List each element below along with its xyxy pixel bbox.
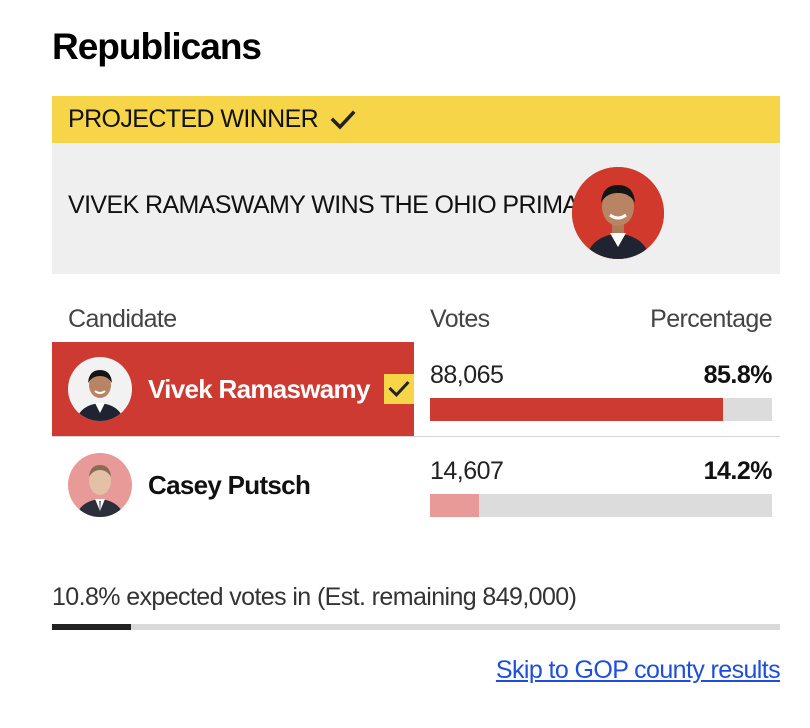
winner-avatar <box>572 167 664 259</box>
winner-badge <box>383 374 414 404</box>
projected-winner-label: PROJECTED WINNER <box>68 105 319 133</box>
vote-count: 88,065 <box>430 361 504 389</box>
candidate-avatar <box>68 357 132 421</box>
vote-percentage: 14.2% <box>703 457 773 485</box>
vote-share-bar <box>430 398 772 421</box>
candidate-row-ramaswamy: Vivek Ramaswamy <box>52 342 414 436</box>
reporting-progress-fill <box>52 624 131 630</box>
percentage-column-header: Percentage <box>650 305 772 333</box>
reporting-status: 10.8% expected votes in (Est. remaining … <box>52 583 577 611</box>
projected-winner-banner: PROJECTED WINNER <box>52 96 780 143</box>
row-divider <box>52 436 780 437</box>
candidate-photo-icon <box>572 167 664 259</box>
vote-share-fill <box>430 494 479 517</box>
vote-percentage: 85.8% <box>703 361 773 389</box>
winner-headline: VIVEK RAMASWAMY WINS THE OHIO PRIMARY <box>68 191 612 219</box>
candidate-column-header: Candidate <box>68 305 177 333</box>
winner-announcement: VIVEK RAMASWAMY WINS THE OHIO PRIMARY <box>52 143 780 274</box>
candidate-avatar <box>68 453 132 517</box>
vote-count: 14,607 <box>430 457 504 485</box>
reporting-progress-bar <box>52 624 780 630</box>
candidate-row-putsch: Casey Putsch <box>52 438 414 532</box>
skip-to-county-results-link[interactable]: Skip to GOP county results <box>495 656 781 684</box>
check-icon <box>388 380 410 398</box>
check-icon <box>330 110 356 130</box>
candidate-name: Casey Putsch <box>148 469 311 500</box>
vote-share-fill <box>430 398 724 421</box>
page-title: Republicans <box>52 26 262 67</box>
votes-column-header: Votes <box>430 305 490 333</box>
candidate-photo-icon <box>68 357 132 421</box>
candidate-name: Vivek Ramaswamy <box>148 373 370 404</box>
vote-share-bar <box>430 494 772 517</box>
candidate-photo-icon <box>68 453 132 517</box>
